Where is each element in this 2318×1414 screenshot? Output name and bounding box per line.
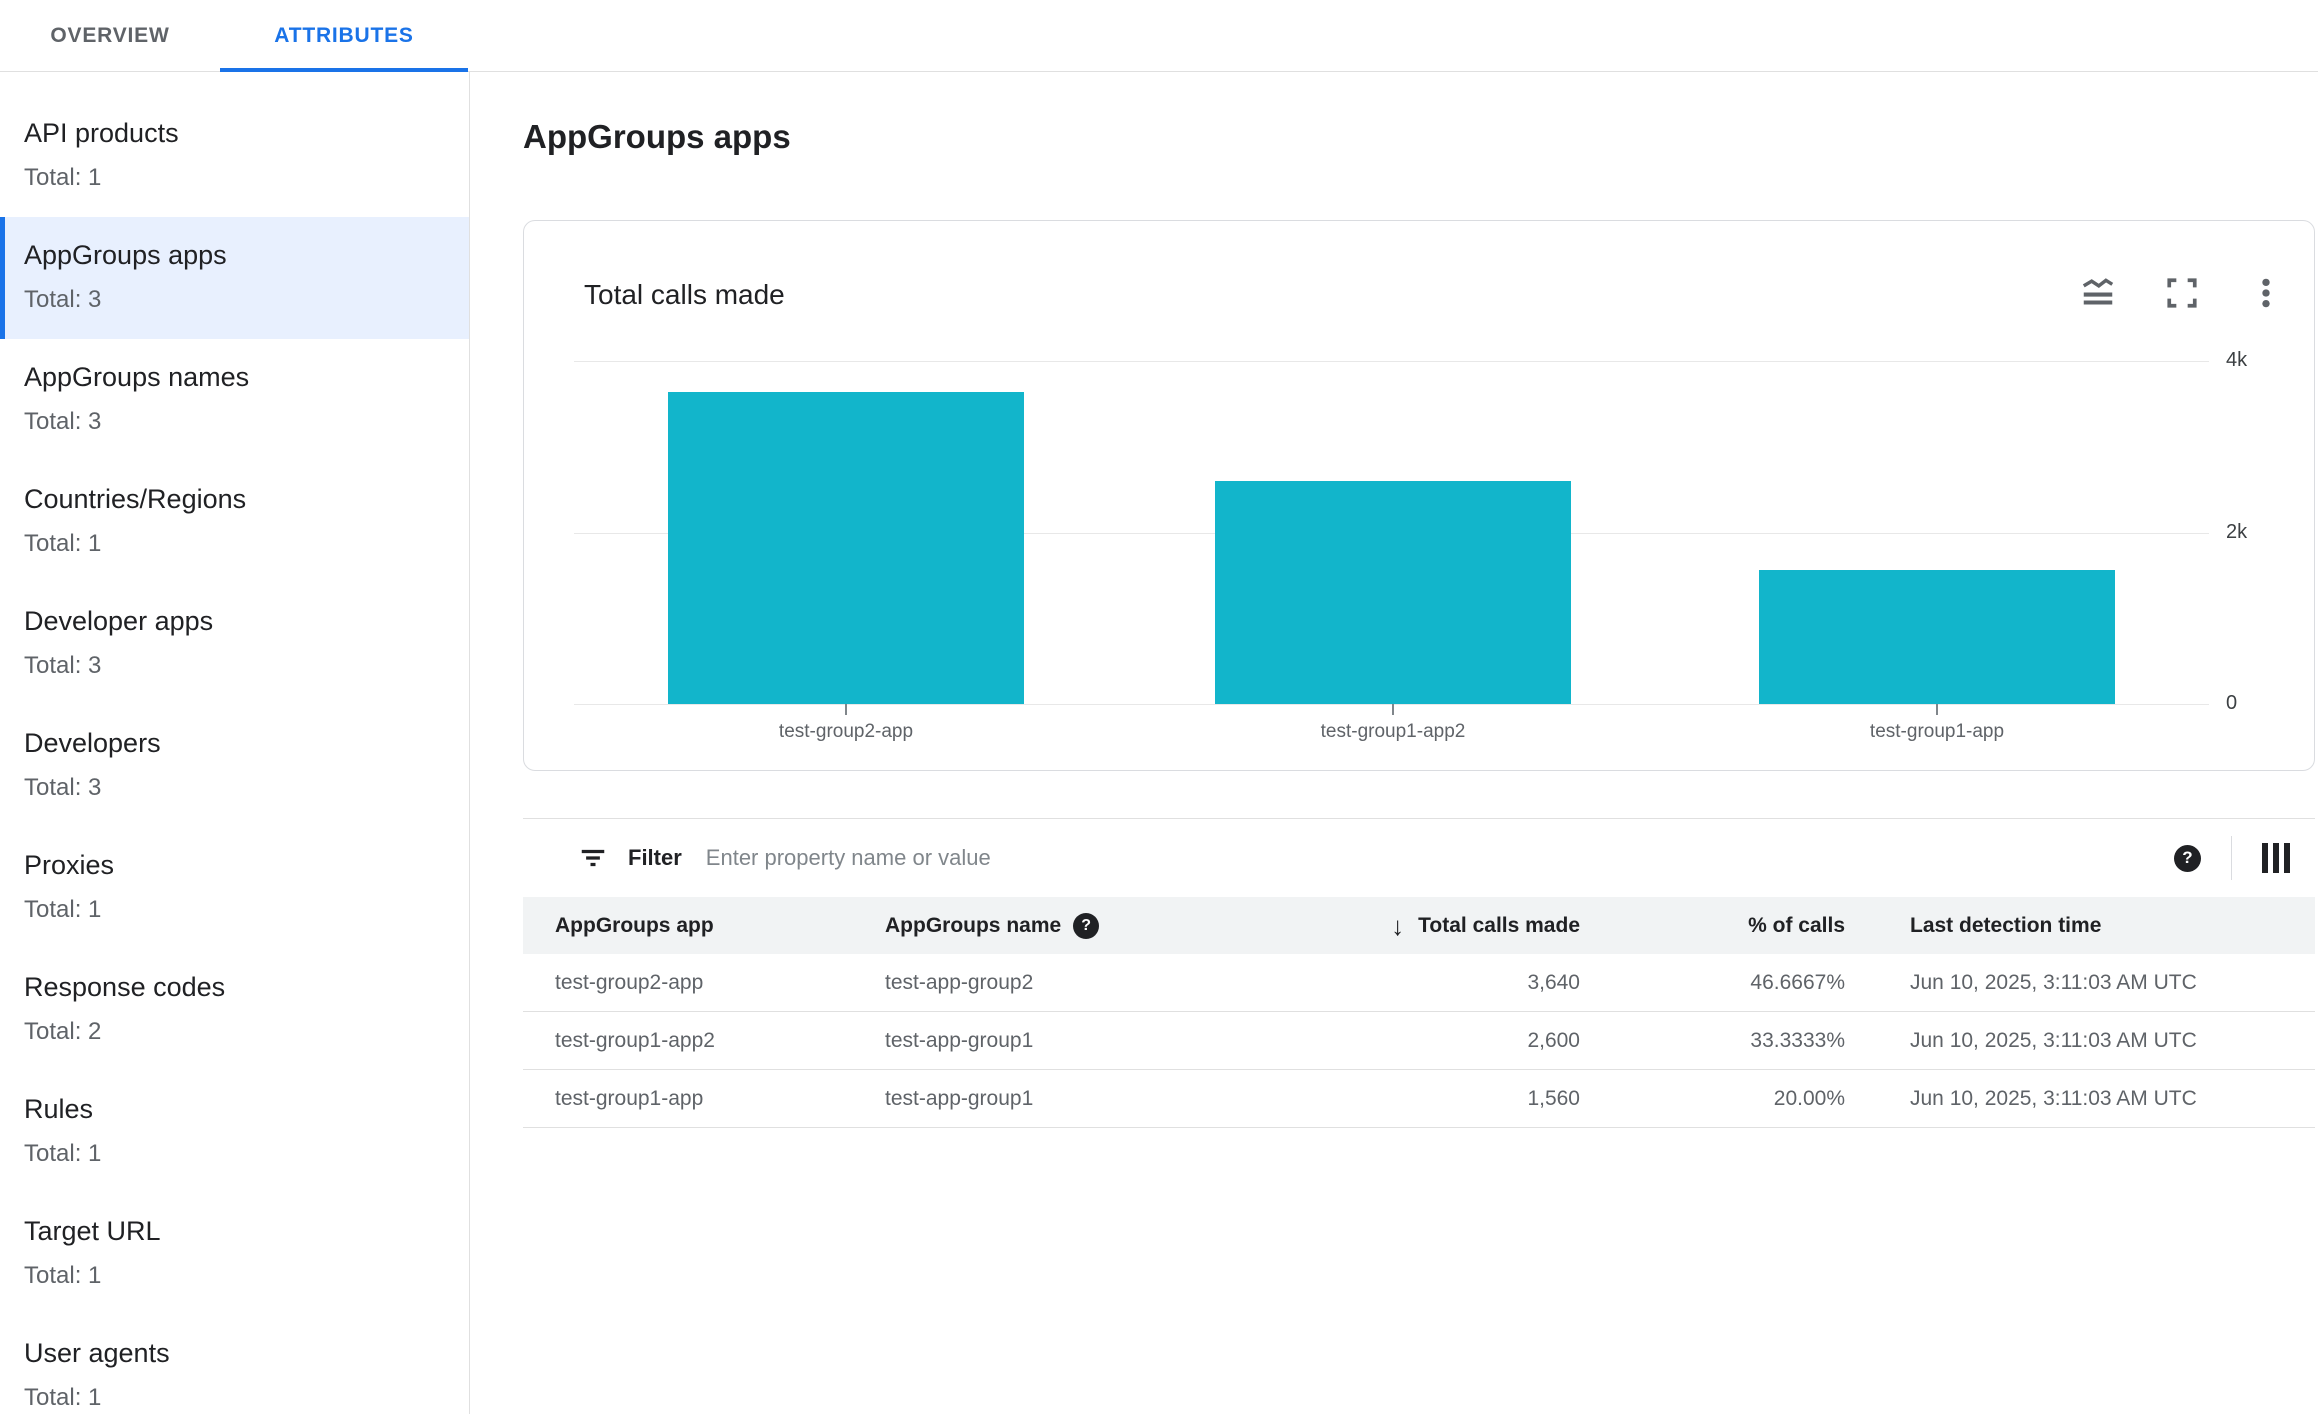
more-options-icon[interactable] (2246, 273, 2286, 313)
sidebar-item-total: Total: 1 (24, 896, 102, 923)
table-section: Filter ? AppGroups app AppGroups name ? … (523, 818, 2315, 1128)
filter-label: Filter (628, 845, 682, 870)
chart-title: Total calls made (584, 279, 785, 310)
x-tick (1936, 704, 1938, 715)
sidebar-item[interactable]: API products Total: 1 (0, 95, 469, 217)
cell-pct-calls: 33.3333% (1750, 1028, 1845, 1052)
sidebar-item-total: Total: 3 (24, 774, 102, 801)
sidebar-item-label: Developer apps (24, 606, 214, 636)
chart-card-actions (2078, 273, 2286, 313)
sidebar-item-label: Response codes (24, 972, 226, 1002)
tab-overview[interactable]: OVERVIEW (50, 24, 170, 47)
page-title: AppGroups apps (523, 118, 791, 155)
sidebar-item-total: Total: 3 (24, 286, 102, 313)
sidebar-item-label: Target URL (24, 1216, 161, 1246)
sidebar: API products Total: 1 AppGroups apps Tot… (0, 72, 470, 1414)
sidebar-item-label: Rules (24, 1094, 94, 1124)
sidebar-item[interactable]: Developer apps Total: 3 (0, 583, 469, 705)
sidebar-item[interactable]: Response codes Total: 2 (0, 949, 469, 1071)
col-total-calls-label: Total calls made (1418, 913, 1580, 937)
sidebar-item-total: Total: 3 (24, 652, 102, 679)
sidebar-item[interactable]: User agents Total: 1 (0, 1315, 469, 1414)
sidebar-item-total: Total: 1 (24, 1384, 102, 1411)
cell-last-detection: Jun 10, 2025, 3:11:03 AM UTC (1910, 970, 2197, 994)
col-total-calls[interactable]: ↓ Total calls made (1350, 913, 1580, 939)
chart-card: Total calls made (523, 220, 2315, 771)
filter-help-icon[interactable]: ? (2174, 844, 2201, 872)
sidebar-item-total: Total: 1 (24, 1140, 102, 1167)
sidebar-item-total: Total: 1 (24, 1262, 102, 1289)
filter-input[interactable] (705, 845, 2174, 871)
sidebar-item-total: Total: 1 (24, 164, 102, 191)
y-axis-label: 4k (2226, 349, 2248, 371)
sidebar-item-label: User agents (24, 1338, 170, 1368)
sidebar-item[interactable]: Developers Total: 3 (0, 705, 469, 827)
sidebar-list: API products Total: 1 AppGroups apps Tot… (0, 95, 469, 1414)
cell-total-calls: 2,600 (1527, 1028, 1580, 1052)
sidebar-item-label: Proxies (24, 850, 115, 880)
cell-pct-calls: 20.00% (1773, 1086, 1845, 1110)
cell-total-calls: 3,640 (1527, 970, 1580, 994)
table-row[interactable]: test-group1-app test-app-group1 1,560 20… (523, 1070, 2315, 1128)
sidebar-item-label: AppGroups apps (24, 240, 227, 270)
col-pct-calls[interactable]: % of calls (1748, 913, 1845, 937)
col-appgroups-name-label: AppGroups name (885, 913, 1062, 937)
x-tick (845, 704, 847, 715)
sidebar-item[interactable]: Rules Total: 1 (0, 1071, 469, 1193)
sidebar-item-total: Total: 1 (24, 530, 102, 557)
divider (2231, 836, 2232, 880)
bar-label: test-group2-app (778, 721, 914, 742)
sidebar-item-total: Total: 2 (24, 1018, 102, 1045)
plot-area: 4k 2k 0 test-group2-app test-group1-app2 test… (524, 221, 2314, 770)
y-axis-label: 2k (2226, 520, 2248, 543)
sort-descending-icon: ↓ (1391, 910, 1405, 941)
col-last-detection[interactable]: Last detection time (1910, 913, 2102, 937)
sidebar-item[interactable]: Target URL Total: 1 (0, 1193, 469, 1315)
tab-bar: OVERVIEW ATTRIBUTES (0, 0, 2318, 72)
filter-row: Filter ? (523, 818, 2315, 897)
appgroups-name-help-icon[interactable]: ? (1073, 912, 1100, 939)
column-picker-icon[interactable] (2262, 843, 2290, 873)
bar-label: test-group1-app (1869, 721, 2005, 742)
sidebar-item[interactable]: AppGroups apps Total: 3 (0, 217, 469, 339)
fullscreen-icon[interactable] (2162, 273, 2202, 313)
cell-appgroups-app: test-group2-app (555, 970, 704, 994)
cell-last-detection: Jun 10, 2025, 3:11:03 AM UTC (1910, 1028, 2197, 1052)
table-body: test-group2-app test-app-group2 3,640 46… (523, 954, 2315, 1128)
bar[interactable] (1759, 570, 2115, 704)
sidebar-item[interactable]: Proxies Total: 1 (0, 827, 469, 949)
sidebar-item-label: API products (24, 118, 179, 148)
filter-icon (578, 843, 608, 873)
bar[interactable] (1215, 481, 1571, 704)
cell-last-detection: Jun 10, 2025, 3:11:03 AM UTC (1910, 1086, 2197, 1110)
cell-appgroups-name: test-app-group2 (885, 970, 1034, 994)
cell-pct-calls: 46.6667% (1750, 970, 1845, 994)
table-row[interactable]: test-group1-app2 test-app-group1 2,600 3… (523, 1012, 2315, 1070)
cell-total-calls: 1,560 (1527, 1086, 1580, 1110)
sidebar-item[interactable]: Countries/Regions Total: 1 (0, 461, 469, 583)
cell-appgroups-name: test-app-group1 (885, 1028, 1034, 1052)
y-gridline (574, 361, 2209, 362)
y-axis-label: 0 (2226, 692, 2238, 714)
table-row[interactable]: test-group2-app test-app-group2 3,640 46… (523, 954, 2315, 1012)
bar[interactable] (668, 391, 1024, 704)
table-header-row: AppGroups app AppGroups name ? ↓ Total c… (523, 897, 2315, 954)
sidebar-item-total: Total: 3 (24, 408, 102, 435)
cell-appgroups-app: test-group1-app2 (555, 1028, 715, 1052)
sidebar-item-label: Countries/Regions (24, 484, 247, 514)
sidebar-item-label: Developers (24, 728, 161, 758)
tab-attributes[interactable]: ATTRIBUTES (220, 0, 468, 72)
col-appgroups-name[interactable]: AppGroups name ? (885, 912, 1350, 939)
sidebar-item[interactable]: AppGroups names Total: 3 (0, 339, 469, 461)
bar-label: test-group1-app2 (1320, 721, 1466, 742)
cell-appgroups-app: test-group1-app (555, 1086, 704, 1110)
y-gridline (574, 704, 2209, 705)
chart-type-icon[interactable] (2078, 273, 2118, 313)
col-appgroups-app[interactable]: AppGroups app (555, 913, 714, 937)
x-tick (1392, 704, 1394, 715)
sidebar-item-label: AppGroups names (24, 362, 250, 392)
cell-appgroups-name: test-app-group1 (885, 1086, 1034, 1110)
